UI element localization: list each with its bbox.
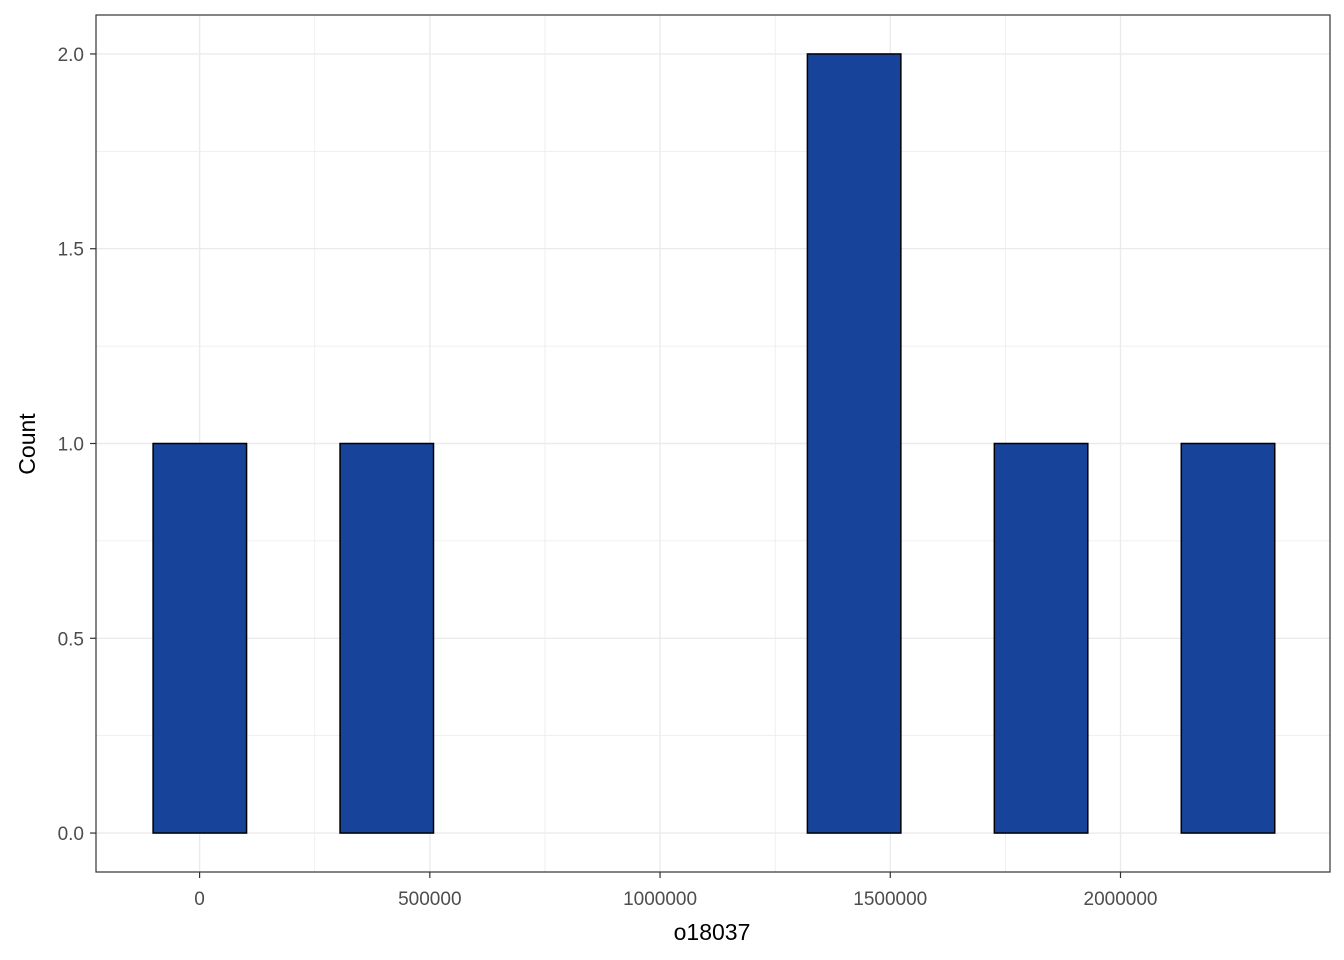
histogram-bar-11 (1180, 442, 1276, 834)
y-tick-label: 0.5 (58, 629, 84, 650)
histogram-bar-0 (152, 442, 248, 834)
histogram-bar-7 (806, 53, 902, 834)
histogram-bars (152, 53, 1276, 834)
histogram-bar-9 (993, 442, 1089, 834)
y-tick-label: 0.0 (58, 824, 84, 845)
x-axis-title: o18037 (674, 919, 751, 945)
y-tick-label: 1.5 (58, 240, 84, 261)
histogram-bar-2 (339, 442, 435, 834)
y-tick-label: 1.0 (58, 435, 84, 456)
x-tick-label: 0 (194, 889, 205, 910)
y-axis-title: Count (14, 413, 40, 475)
x-axis: 0 500000 1000000 1500000 2000000 (194, 872, 1157, 910)
x-tick-label: 2000000 (1084, 889, 1158, 910)
y-axis: 0.0 0.5 1.0 1.5 2.0 (58, 45, 96, 845)
x-tick-label: 1500000 (853, 889, 927, 910)
y-tick-label: 2.0 (58, 45, 84, 66)
x-tick-label: 500000 (398, 889, 461, 910)
x-tick-label: 1000000 (623, 889, 697, 910)
